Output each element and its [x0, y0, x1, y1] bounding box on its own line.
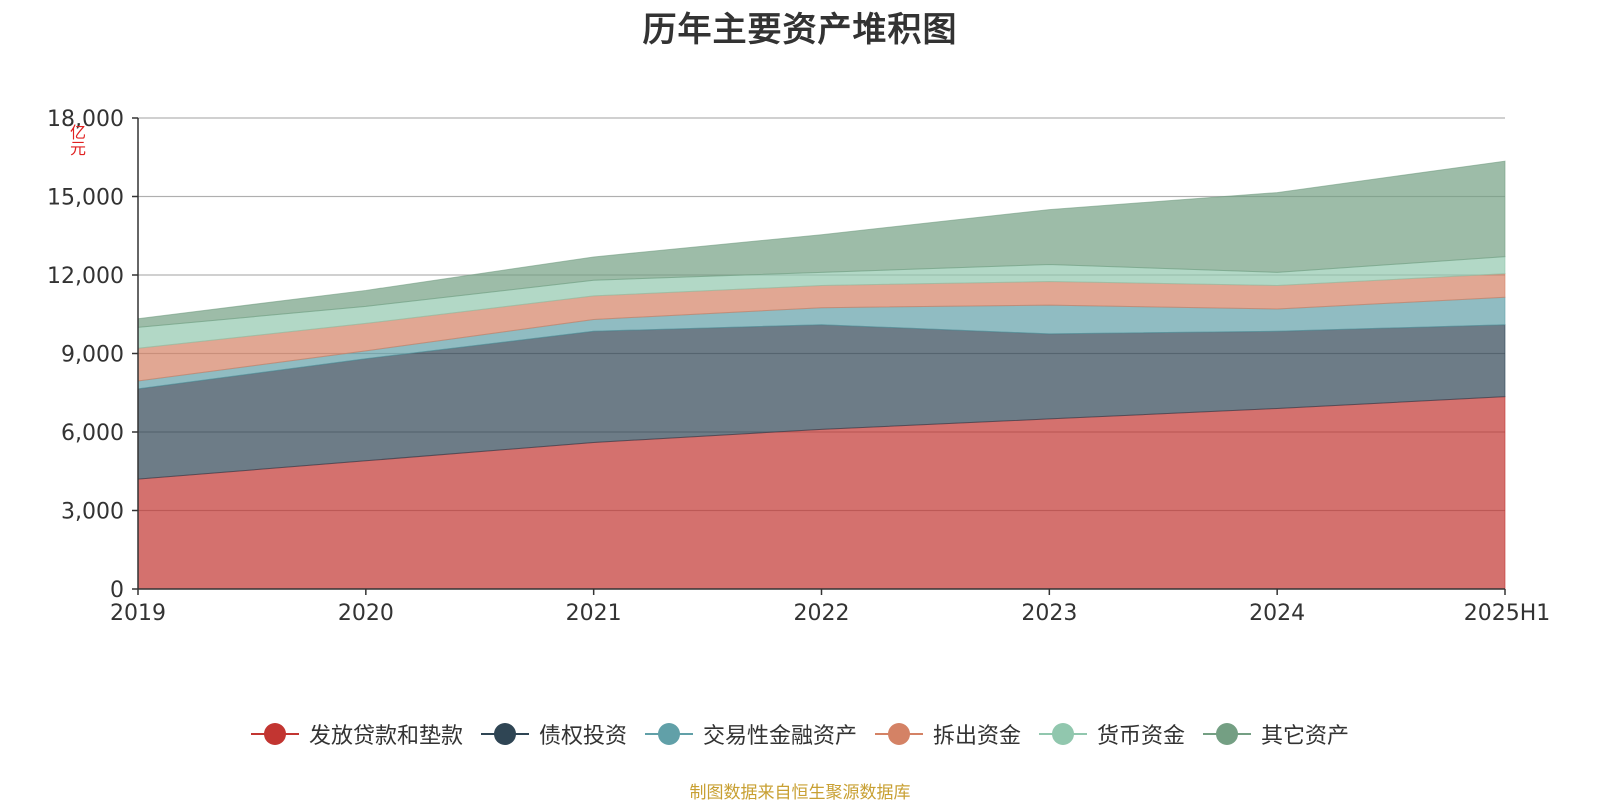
y-tick-label-1: 3,000: [61, 500, 124, 525]
legend-marker-icon: [250, 721, 299, 747]
legend-item-1[interactable]: 债权投资: [480, 718, 627, 750]
y-tick-label-5: 15,000: [47, 186, 124, 211]
y-tick-label-0: 0: [110, 578, 124, 603]
x-tick-label-4: 2023: [1021, 601, 1077, 626]
legend-item-3[interactable]: 拆出资金: [875, 718, 1021, 750]
data-source-note: 制图数据来自恒生聚源数据库: [689, 783, 911, 803]
legend-label: 其它资产: [1261, 724, 1350, 749]
y-tick-label-6: 18,000: [47, 107, 124, 132]
x-tick-label-3: 2022: [794, 601, 850, 626]
stacked-area-chart: 0 3,000 6,000 9,000 12,000 15,000 18,000 2019 20…: [47, 107, 1550, 626]
legend-label: 货币资金: [1097, 724, 1186, 749]
x-tick-label-0: 2019: [110, 601, 166, 626]
y-tick-label-2: 6,000: [61, 421, 124, 446]
chart-legend: 发放贷款和垫款 债权投资 交易性金融资产 拆出资金 货币资金 其它资产: [0, 718, 1600, 750]
x-tick-label-1: 2020: [338, 601, 394, 626]
x-tick-label-5: 2024: [1249, 601, 1305, 626]
legend-marker-icon: [875, 721, 923, 747]
legend-marker-icon: [480, 721, 529, 747]
x-tick-label-6: 2025H1: [1464, 601, 1551, 626]
axes: 0 3,000 6,000 9,000 12,000 15,000 18,000 2019 20…: [47, 107, 1550, 626]
legend-marker-icon: [644, 721, 693, 747]
legend-item-5[interactable]: 其它资产: [1203, 718, 1349, 750]
legend-label: 发放贷款和垫款: [308, 724, 463, 749]
legend-item-2[interactable]: 交易性金融资产: [644, 718, 857, 750]
legend-marker-icon: [1203, 721, 1252, 747]
legend-label: 交易性金融资产: [702, 724, 857, 749]
y-tick-label-3: 9,000: [61, 343, 124, 368]
legend-item-0[interactable]: 发放贷款和垫款: [250, 718, 463, 750]
legend-marker-icon: [1039, 721, 1088, 747]
y-axis-unit-label: 亿元: [67, 124, 86, 156]
legend-label: 拆出资金: [933, 724, 1022, 749]
area-series-5: [137, 160, 1506, 328]
y-tick-label-4: 12,000: [47, 264, 124, 289]
x-tick-label-2: 2021: [566, 601, 622, 626]
legend-item-4[interactable]: 货币资金: [1039, 718, 1185, 750]
legend-label: 债权投资: [538, 724, 627, 749]
chart-title: 历年主要资产堆积图: [642, 10, 958, 50]
area-series: [137, 160, 1506, 590]
